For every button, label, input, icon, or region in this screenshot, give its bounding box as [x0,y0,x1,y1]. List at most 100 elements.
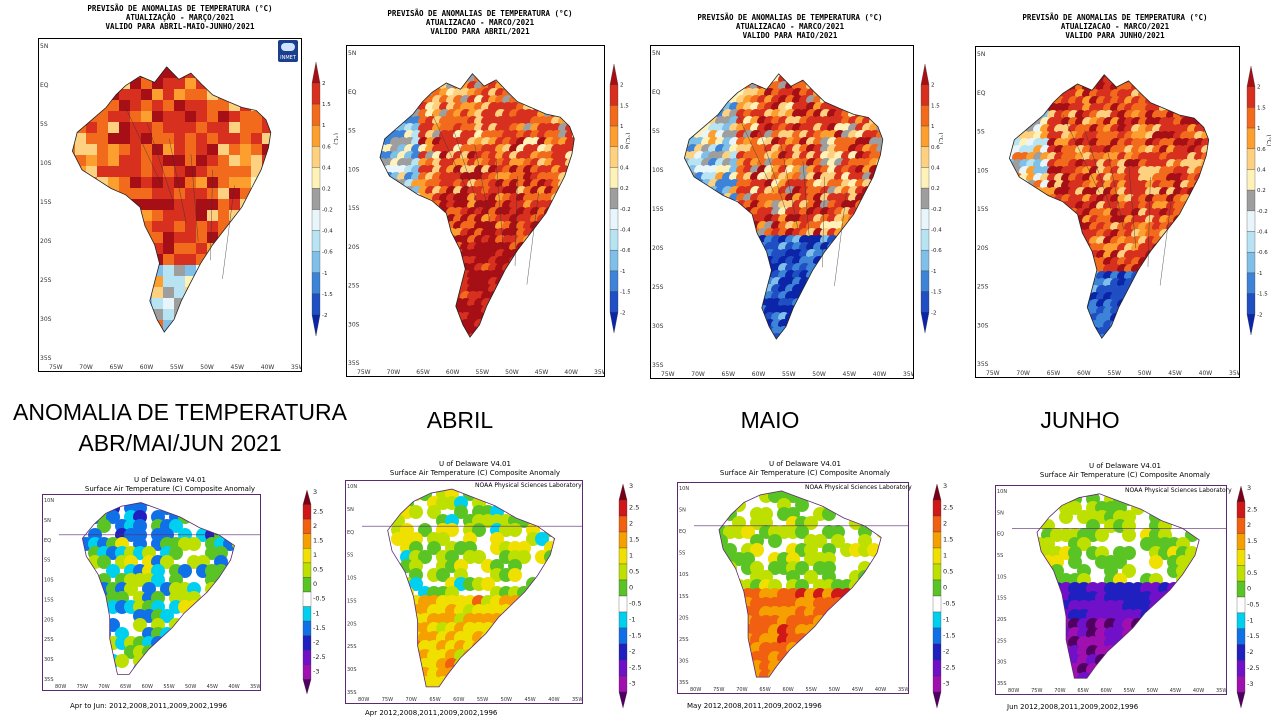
anomaly-cell [1201,103,1209,115]
anomaly-cell [551,319,563,331]
anomaly-cell [684,151,685,163]
anomaly-cell [659,186,671,198]
anomaly-cell [411,319,423,331]
anomaly-cell [362,165,374,177]
anomaly-cell [544,256,556,268]
anomaly-cell [196,265,208,277]
anomaly-cell [362,151,374,163]
anomaly-cell [1009,257,1017,269]
anomaly-cell [163,221,175,233]
anomaly-cell [411,46,423,58]
anomaly-cell [799,298,811,310]
anomaly-cell [1040,47,1052,59]
anomaly-cell [262,276,271,288]
anomaly-cell [362,88,374,100]
anomaly-cell [1061,257,1073,269]
anomaly-cell [883,263,895,275]
anomaly-cell [185,232,197,244]
anomaly-cell [284,122,296,134]
anomaly-cell [572,186,575,198]
anomaly-cell [694,263,706,275]
anomaly-cell [163,309,175,321]
anomaly-cell [284,67,296,79]
anomaly-cell [820,326,832,338]
anomaly-cell [565,312,575,324]
colorbar-swatch [920,84,930,106]
anomaly-cell [743,60,755,72]
anomaly-cell [108,254,120,266]
anomaly-cell [163,45,175,57]
anomaly-cell [130,199,142,211]
anomaly-cell [1019,96,1031,108]
anomaly-cell [207,320,219,332]
anomaly-cell [380,74,381,86]
anomaly-cell [701,326,713,338]
anomaly-cell [708,354,720,366]
anomaly-cell [1019,222,1031,234]
anomaly-cell [1215,103,1227,115]
anomaly-cell [481,326,493,338]
anomaly-cell [207,221,219,233]
anomaly-cell [362,340,374,352]
anomaly-cell [708,333,720,340]
colorbar-swatch [609,105,619,127]
anomaly-cell [841,326,853,338]
anomaly-cell [196,254,208,266]
anomaly-cell [579,144,591,156]
anomaly-cell [1152,250,1164,262]
colorbar-tick-label: -0.4 [931,228,942,234]
anomaly-cell [404,291,416,303]
anomaly-cell [362,74,374,86]
anomaly-cell [551,228,563,240]
anomaly-cell [376,347,388,359]
anomaly-cell [890,186,902,198]
anomaly-cell [820,249,832,261]
anomaly-cell [174,232,186,244]
anomaly-cell [862,214,874,226]
colorbar-tick-label: 0.4 [322,165,331,171]
anomaly-cell [119,331,131,333]
anomaly-cell [715,249,727,261]
anomaly-cell [1201,110,1209,122]
anomaly-cell [1159,47,1171,59]
anomaly-cell [141,342,153,354]
anomaly-cell [572,333,575,338]
anomaly-cell [1173,243,1185,255]
anomaly-cell [383,116,395,128]
anomaly-cell [883,102,895,114]
anomaly-cell [897,354,909,366]
anomaly-cell [75,100,87,112]
anomaly-cell [1040,82,1052,94]
anomaly-cell [418,333,430,338]
anomaly-cell [432,312,444,324]
anomaly-cell [876,333,883,340]
anomaly-cell [869,340,881,352]
anomaly-cell [848,326,860,338]
anomaly-cell [1009,187,1017,199]
anomaly-cell [152,100,164,112]
anomaly-cell [1096,61,1108,73]
anomaly-cell [820,354,832,366]
anomaly-cell [53,100,65,112]
anomaly-cell [666,144,678,156]
anomaly-cell [362,291,374,303]
anomaly-cell [834,298,846,310]
anomaly-cell [729,284,741,296]
anomaly-cell [218,287,230,299]
anomaly-cell [185,166,197,178]
anomaly-cell [262,78,271,90]
anomaly-cell [380,235,381,247]
anomaly-cell [558,60,570,72]
anomaly-cell [708,340,720,352]
anomaly-cell [684,312,692,324]
anomaly-cell [474,46,486,58]
anomaly-cell [390,95,402,107]
anomaly-cell [565,46,577,58]
anomaly-cell [1208,243,1209,255]
anomaly-cell [551,242,563,254]
anomaly-cell [418,200,430,212]
lon-tick-label: 65W [110,364,124,371]
anomaly-cell [1009,215,1017,227]
anomaly-cell [743,354,755,366]
anomaly-cell [729,53,741,65]
